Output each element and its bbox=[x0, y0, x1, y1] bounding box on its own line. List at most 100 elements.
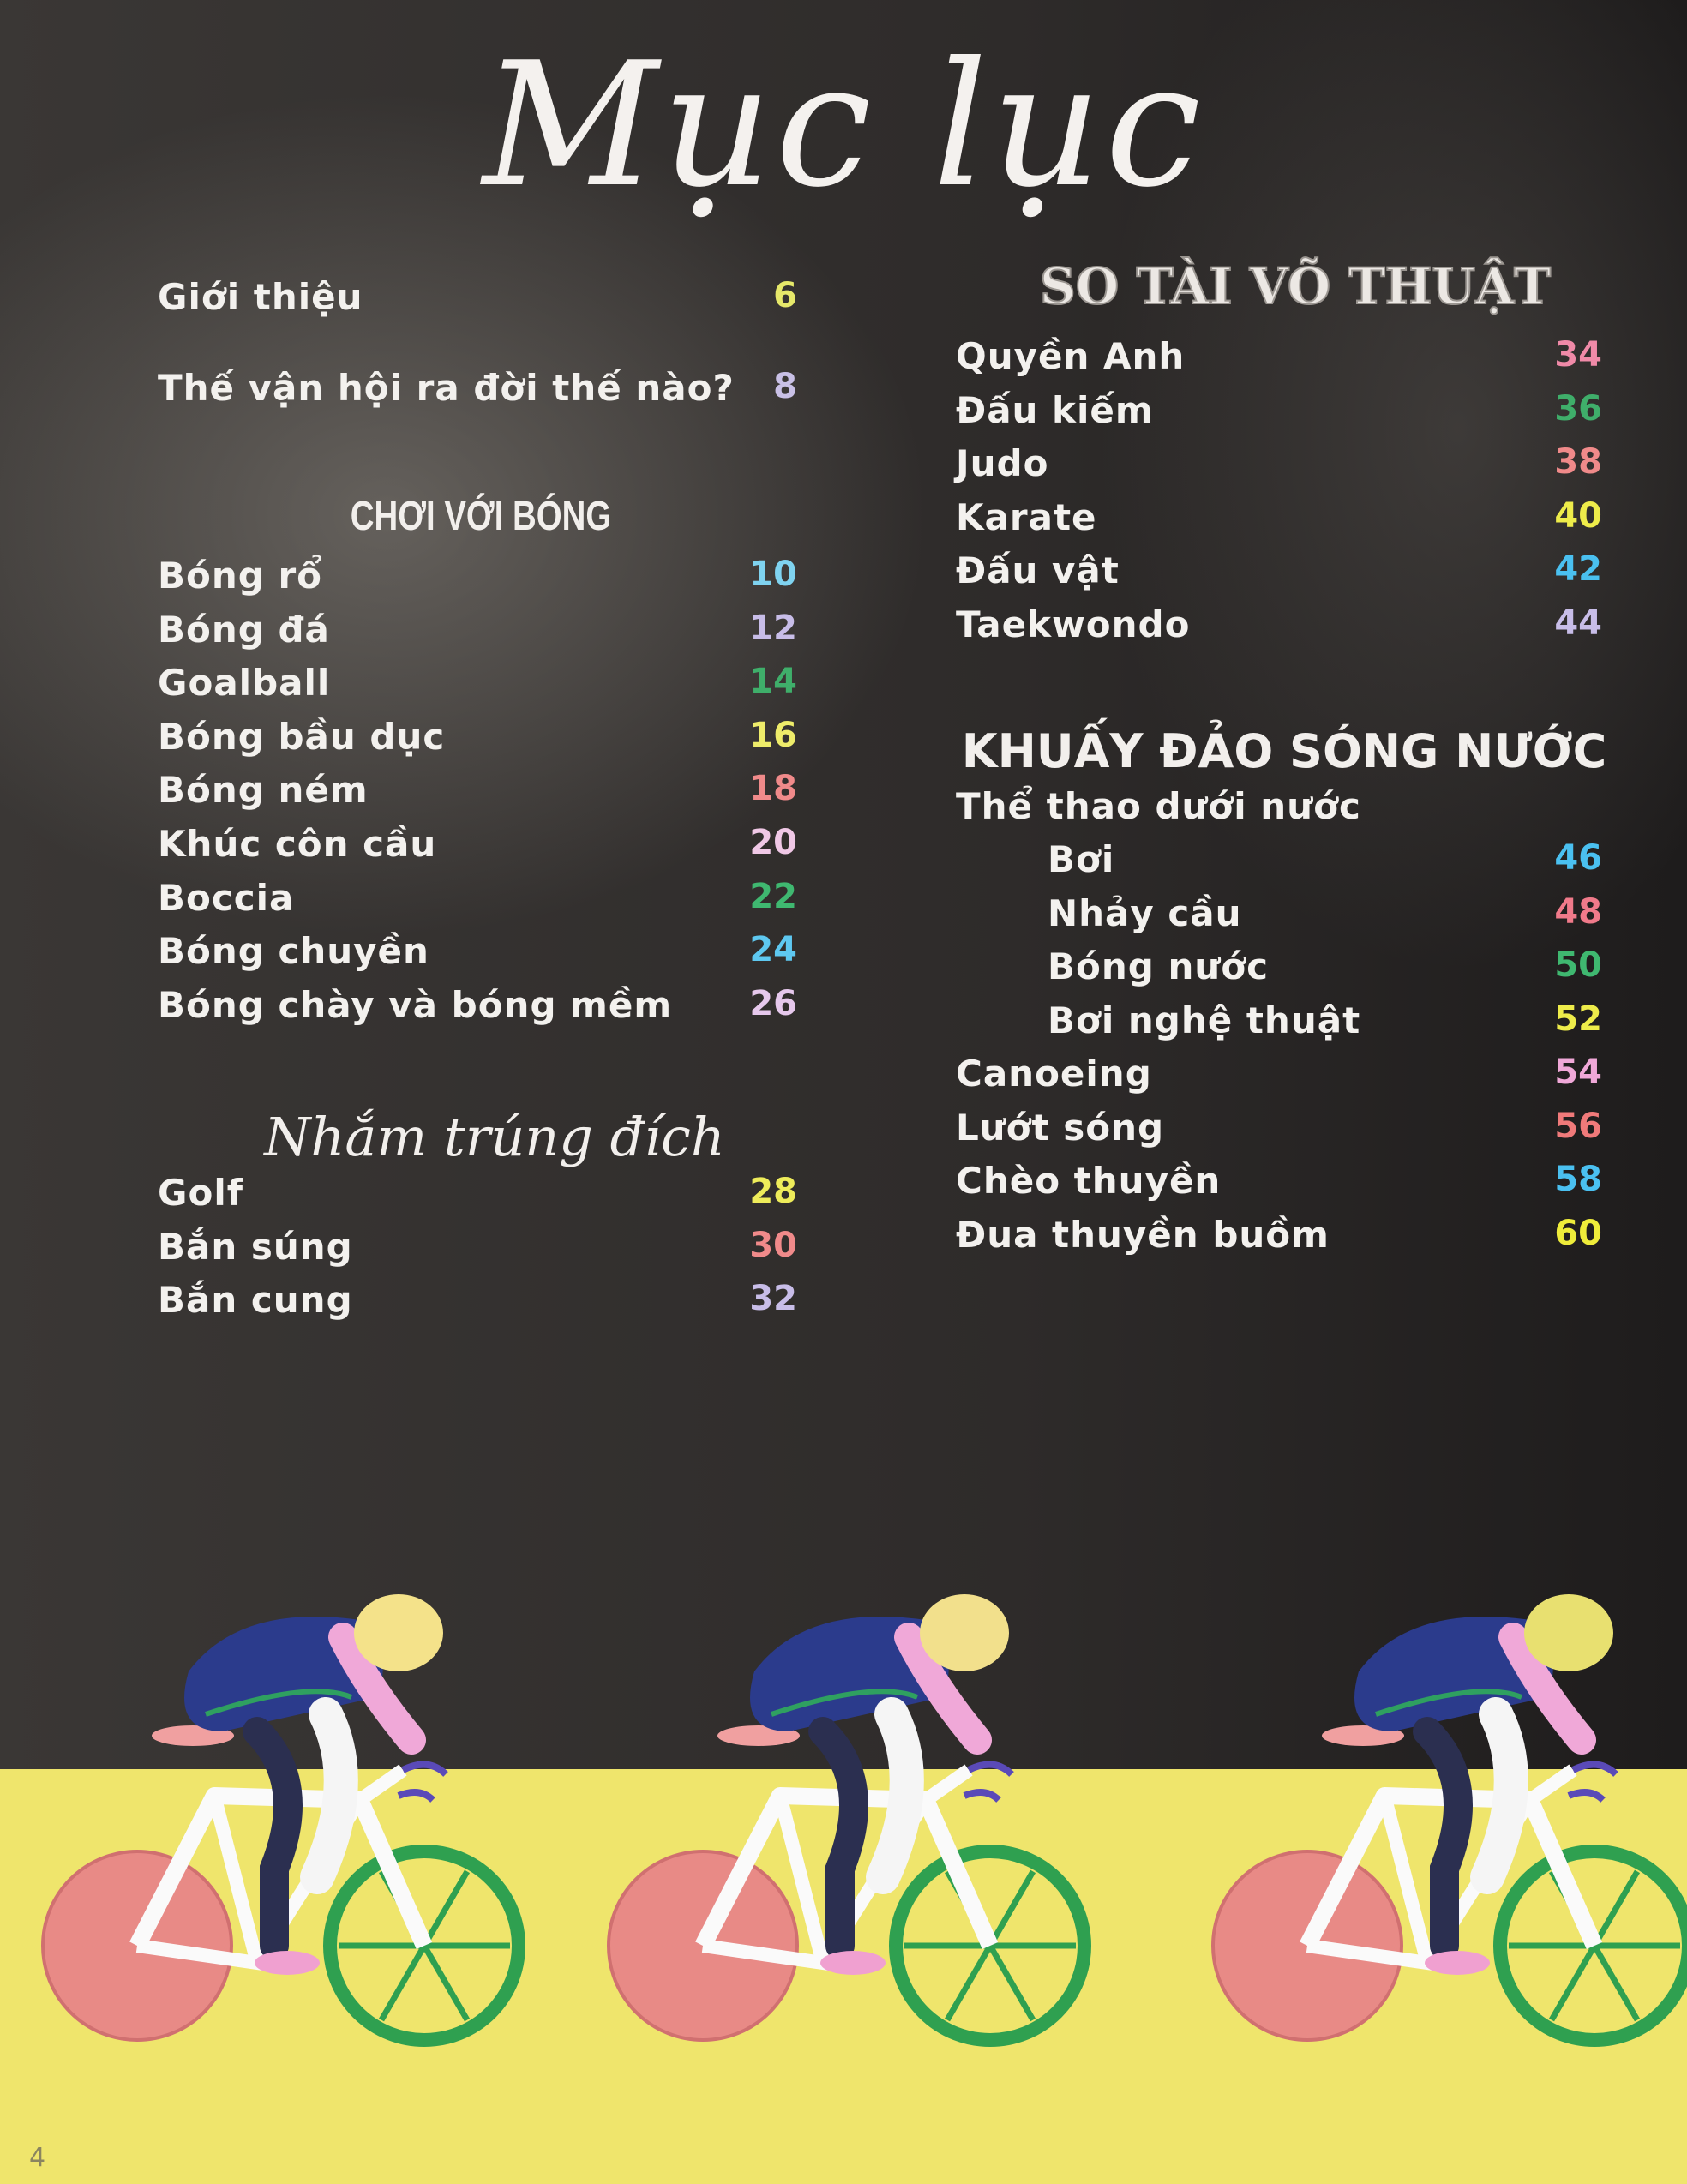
entry-label: Goalball bbox=[158, 662, 331, 705]
wheel-spoke bbox=[987, 1944, 1036, 2022]
entry-label: Giới thiệu bbox=[158, 276, 363, 318]
toc-entry[interactable]: Đấu kiếm 36 bbox=[956, 389, 1602, 441]
toc-subheading[interactable]: Thể thao dưới nước bbox=[956, 785, 1602, 837]
entry-page-number: 32 bbox=[749, 1279, 797, 1319]
wheel-spoke bbox=[378, 1944, 428, 2022]
page-number: 4 bbox=[29, 2143, 46, 2173]
cyclist bbox=[1211, 1594, 1687, 2047]
entry-page-number: 34 bbox=[1554, 335, 1602, 375]
entry-page-number: 60 bbox=[1554, 1213, 1602, 1253]
entry-page-number: 46 bbox=[1554, 838, 1602, 878]
toc-entry[interactable]: Quyền Anh 34 bbox=[956, 335, 1602, 387]
entry-page-number: 16 bbox=[749, 715, 797, 755]
toc-entry[interactable]: Goalball 14 bbox=[158, 662, 797, 713]
entry-label: Bơi nghệ thuật bbox=[1048, 999, 1361, 1041]
cyclist bbox=[41, 1594, 525, 2047]
entry-page-number: 8 bbox=[773, 367, 797, 406]
entry-page-number: 30 bbox=[749, 1225, 797, 1265]
entry-label: Thế vận hội ra đời thế nào? bbox=[158, 367, 735, 409]
toc-entry[interactable]: Bóng ném 18 bbox=[158, 769, 797, 820]
toc-entry[interactable]: Bơi 46 bbox=[1048, 838, 1602, 890]
toc-entry[interactable]: Bóng bầu dục 16 bbox=[158, 716, 797, 767]
cyclist bbox=[607, 1594, 1091, 2047]
rider-thigh bbox=[1470, 1697, 1528, 1894]
toc-entry[interactable]: Lướt sóng 56 bbox=[956, 1107, 1602, 1158]
rider-arm bbox=[328, 1623, 426, 1755]
entry-page-number: 12 bbox=[749, 608, 797, 648]
toc-entry[interactable]: Bắn súng 30 bbox=[158, 1226, 797, 1277]
toc-entry[interactable]: Bóng nước 50 bbox=[1048, 945, 1602, 997]
toc-entry[interactable]: Bóng rổ 10 bbox=[158, 555, 797, 606]
entry-page-number: 58 bbox=[1554, 1160, 1602, 1200]
entry-label: Lướt sóng bbox=[956, 1106, 1165, 1149]
rider-head bbox=[1524, 1594, 1613, 1671]
toc-entry[interactable]: Chèo thuyền 58 bbox=[956, 1160, 1602, 1211]
wheel-spoke bbox=[1591, 1869, 1641, 1947]
entry-label: Golf bbox=[158, 1172, 243, 1214]
entry-label: Quyền Anh bbox=[956, 335, 1186, 377]
entry-label: Bóng bầu dục bbox=[158, 715, 446, 758]
toc-entry[interactable]: Khúc côn cầu 20 bbox=[158, 823, 797, 874]
bike-downtube bbox=[251, 1764, 407, 1967]
rider-head bbox=[920, 1594, 1009, 1671]
entry-page-number: 6 bbox=[773, 276, 797, 315]
toc-entry[interactable]: Thế vận hội ra đời thế nào? 8 bbox=[158, 367, 797, 418]
rider-arm bbox=[894, 1623, 992, 1755]
entry-label: Nhảy cầu bbox=[1048, 891, 1242, 934]
toc-entry[interactable]: Golf 28 bbox=[158, 1172, 797, 1223]
entry-page-number: 18 bbox=[749, 769, 797, 809]
entry-label: Bắn cung bbox=[158, 1279, 353, 1322]
toc-entry[interactable]: Boccia 22 bbox=[158, 877, 797, 928]
entry-page-number: 20 bbox=[749, 823, 797, 862]
handlebar bbox=[1567, 1761, 1618, 1803]
entry-label: Bơi bbox=[1048, 838, 1115, 880]
entry-label: Bóng nước bbox=[1048, 945, 1270, 988]
bike-downtube bbox=[1421, 1764, 1577, 1967]
toc-entry[interactable]: Giới thiệu 6 bbox=[158, 276, 797, 327]
toc-entry[interactable]: Bơi nghệ thuật 52 bbox=[1048, 999, 1602, 1051]
toc-entry[interactable]: Judo 38 bbox=[956, 442, 1602, 494]
entry-page-number: 10 bbox=[749, 555, 797, 594]
entry-page-number: 24 bbox=[749, 930, 797, 970]
entry-label: Karate bbox=[956, 495, 1097, 538]
toc-entry[interactable]: Bóng đá 12 bbox=[158, 609, 797, 660]
entry-label: Bóng đá bbox=[158, 608, 330, 651]
entry-label: Bóng rổ bbox=[158, 555, 323, 597]
toc-entry[interactable]: Nhảy cầu 48 bbox=[1048, 892, 1602, 944]
handlebar bbox=[397, 1761, 448, 1803]
toc-entry[interactable]: Karate 40 bbox=[956, 496, 1602, 548]
entry-page-number: 42 bbox=[1554, 549, 1602, 590]
toc-entry[interactable]: Bắn cung 32 bbox=[158, 1279, 797, 1330]
wheel-spoke bbox=[987, 1869, 1036, 1947]
entry-page-number: 48 bbox=[1554, 891, 1602, 932]
entry-page-number: 52 bbox=[1554, 999, 1602, 1039]
entry-label: Đấu kiếm bbox=[956, 388, 1154, 431]
entry-label: Khúc côn cầu bbox=[158, 823, 437, 865]
rider-arm bbox=[1498, 1623, 1596, 1755]
entry-label: Bắn súng bbox=[158, 1225, 353, 1268]
toc-entry[interactable]: Đấu vật 42 bbox=[956, 549, 1602, 601]
jersey-stripe bbox=[771, 1689, 919, 1717]
section-heading-water: KHUẤY ĐẢO SÓNG NƯỚC bbox=[961, 724, 1607, 778]
toc-entry[interactable]: Bóng chuyền 24 bbox=[158, 930, 797, 981]
entry-label: Canoeing bbox=[956, 1053, 1152, 1095]
entry-page-number: 14 bbox=[749, 662, 797, 702]
handlebar bbox=[963, 1761, 1014, 1803]
rider-shoe bbox=[820, 1951, 886, 1975]
wheel-spoke bbox=[421, 1869, 471, 1947]
entry-label: Đua thuyền buồm bbox=[956, 1213, 1330, 1256]
toc-entry[interactable]: Đua thuyền buồm 60 bbox=[956, 1214, 1602, 1265]
toc-entry[interactable]: Taekwondo 44 bbox=[956, 603, 1602, 655]
entry-page-number: 22 bbox=[749, 876, 797, 916]
toc-entry[interactable]: Canoeing 54 bbox=[956, 1053, 1602, 1104]
entry-label: Judo bbox=[956, 442, 1049, 485]
page-title: Mục lục bbox=[483, 26, 1204, 225]
toc-entry[interactable]: Bóng chày và bóng mềm 26 bbox=[158, 984, 797, 1035]
entry-page-number: 28 bbox=[749, 1172, 797, 1211]
entry-label: Boccia bbox=[158, 876, 295, 919]
section-heading-target: Nhắm trúng đích bbox=[264, 1106, 725, 1168]
entry-label: Bóng chày và bóng mềm bbox=[158, 983, 673, 1026]
entry-page-number: 36 bbox=[1554, 388, 1602, 429]
entry-label: Đấu vật bbox=[956, 549, 1120, 592]
entry-page-number: 44 bbox=[1554, 603, 1602, 643]
